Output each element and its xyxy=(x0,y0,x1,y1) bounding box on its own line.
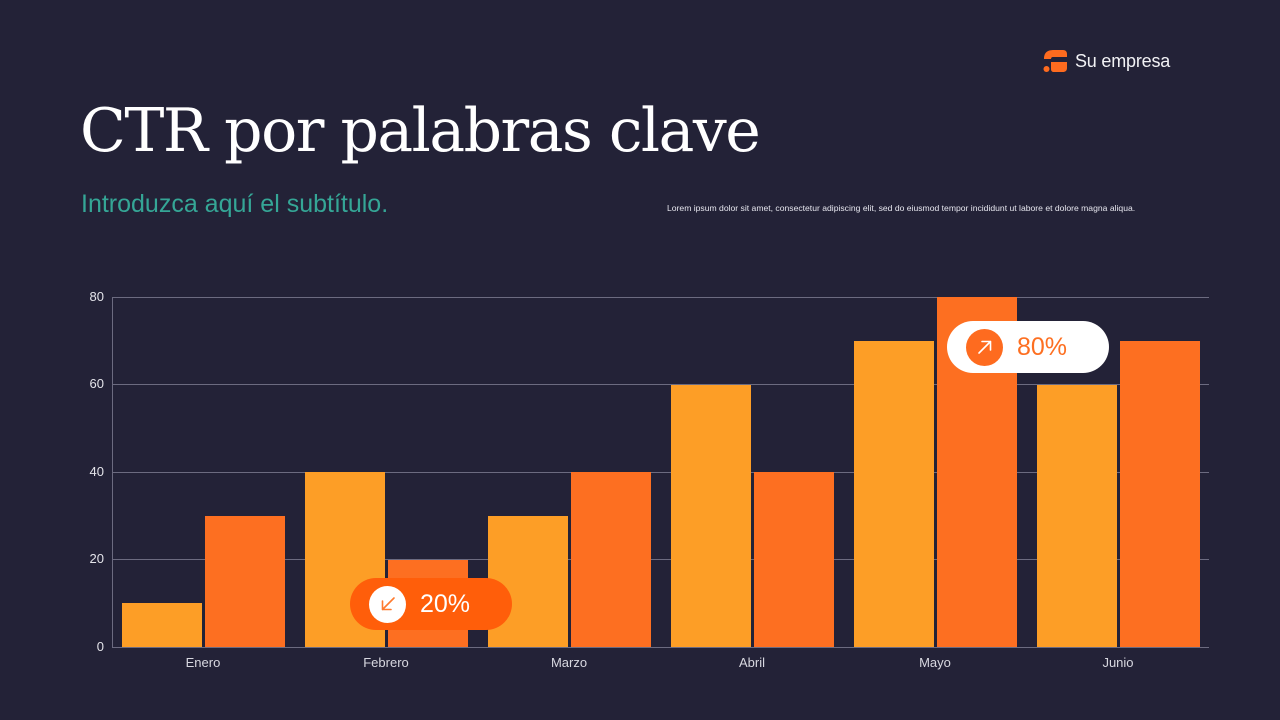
y-axis xyxy=(112,297,113,648)
brand-name: Su empresa xyxy=(1075,50,1171,71)
page-subtitle: Introduzca aquí el subtítulo. xyxy=(81,190,389,218)
bar-abril-series-2 xyxy=(754,472,834,647)
bar-abril-series-1 xyxy=(671,384,751,647)
arrow-down-left-icon xyxy=(369,585,406,623)
x-tick: Enero xyxy=(185,655,221,670)
bar-marzo-series-2 xyxy=(571,472,651,647)
y-tick: 60 xyxy=(89,376,104,391)
x-tick: Mayo xyxy=(919,655,951,670)
x-tick: Marzo xyxy=(550,655,588,670)
y-tick: 40 xyxy=(89,464,104,479)
callout-decrease-value: 20% xyxy=(420,589,471,618)
gridline-80 xyxy=(112,297,1209,298)
x-tick: Junio xyxy=(1102,655,1134,670)
gridline-60 xyxy=(112,384,1209,385)
x-tick: Abril xyxy=(738,655,765,670)
x-tick: Febrero xyxy=(363,655,409,670)
x-axis xyxy=(112,647,1209,648)
arrow-up-right-icon xyxy=(966,328,1003,366)
y-tick: 0 xyxy=(96,639,104,654)
bar-mayo-series-1 xyxy=(854,340,934,647)
y-tick: 20 xyxy=(89,551,104,566)
bar-enero-series-1 xyxy=(122,603,202,647)
brand: Su empresa xyxy=(1042,48,1170,74)
bar-marzo-series-1 xyxy=(488,515,568,647)
y-tick: 80 xyxy=(89,289,104,304)
callout-decrease: 20% xyxy=(350,578,512,630)
callout-increase: 80% xyxy=(947,321,1109,373)
bar-junio-series-1 xyxy=(1037,384,1117,647)
callout-increase-value: 80% xyxy=(1017,332,1068,361)
gridline-40 xyxy=(112,472,1209,473)
page-title: CTR por palabras clave xyxy=(80,96,761,166)
bar-enero-series-2 xyxy=(205,515,285,647)
description-text: Lorem ipsum dolor sit amet, consectetur … xyxy=(667,203,1136,213)
company-logo-icon xyxy=(1042,48,1068,74)
bar-junio-series-2 xyxy=(1120,340,1200,647)
gridline-20 xyxy=(112,559,1209,560)
